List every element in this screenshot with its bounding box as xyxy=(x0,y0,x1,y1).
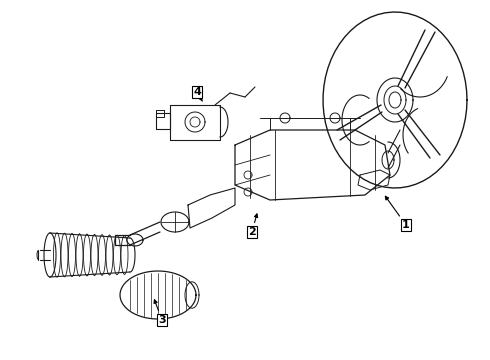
Text: 4: 4 xyxy=(193,87,202,101)
Text: 1: 1 xyxy=(385,196,410,230)
Text: 2: 2 xyxy=(248,214,258,237)
Text: 3: 3 xyxy=(154,300,166,325)
